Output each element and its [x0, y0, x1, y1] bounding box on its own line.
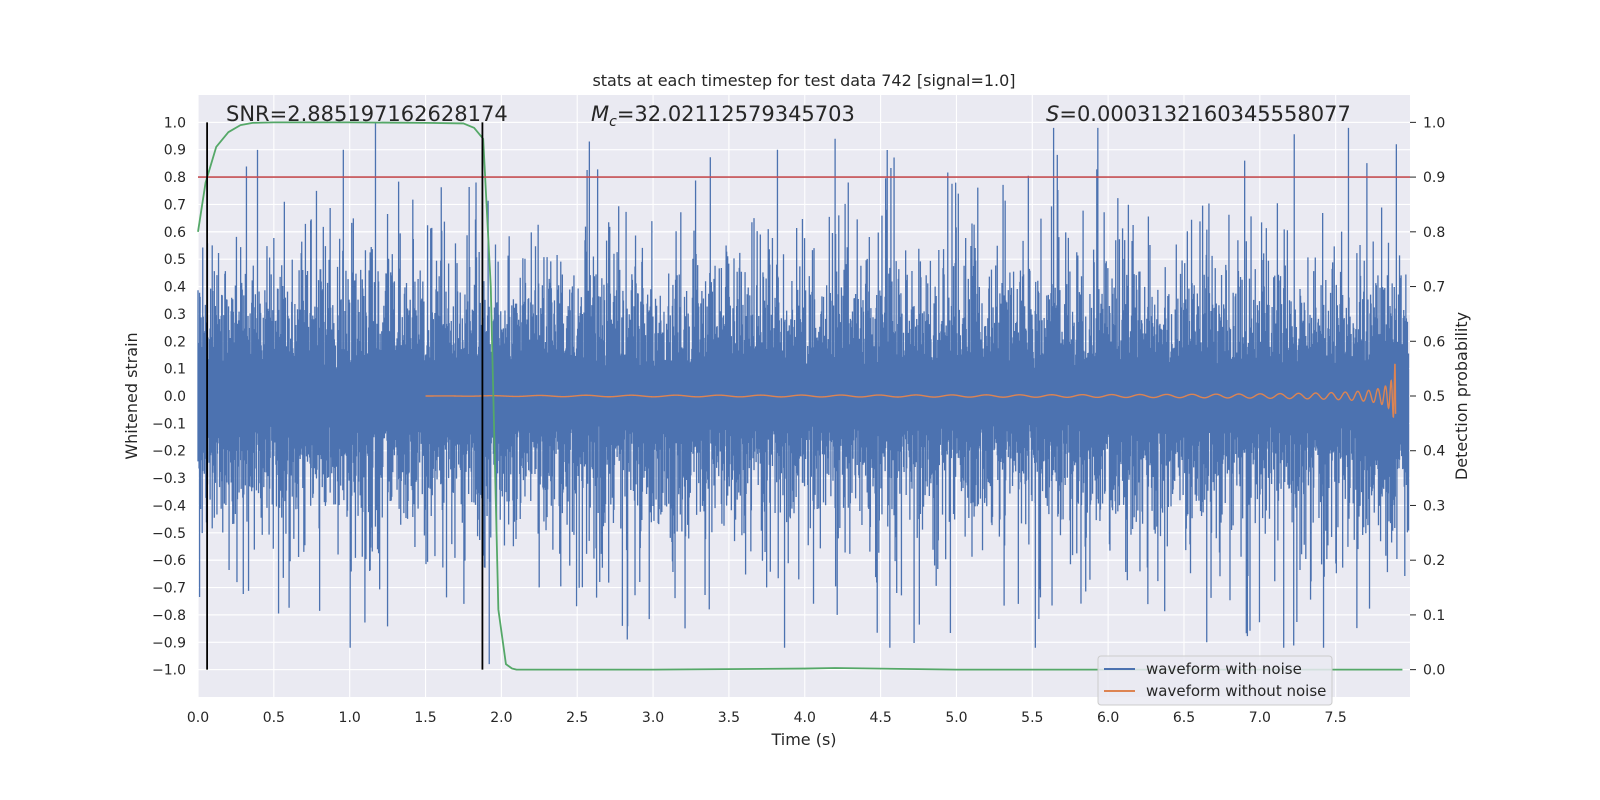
- y-left-tick-label: −0.5: [152, 526, 186, 542]
- y-left-tick-label: 0.3: [164, 307, 186, 323]
- chart-title: stats at each timestep for test data 742…: [592, 71, 1015, 90]
- x-tick-label: 2.5: [566, 710, 588, 726]
- y-right-tick-label: 0.3: [1423, 498, 1445, 514]
- chirp-mass-annotation: Mc=32.02112579345703: [591, 102, 855, 130]
- y-left-tick-label: −0.2: [152, 444, 186, 460]
- y-axis-label-right: Detection probability: [1452, 312, 1471, 480]
- x-tick-label: 0.0: [187, 710, 209, 726]
- overlay-lines: [198, 122, 1410, 670]
- chirp-trace: [425, 363, 1397, 419]
- y-left-tick-label: 0.9: [164, 143, 186, 159]
- y-left-tick-label: −0.8: [152, 608, 186, 624]
- x-tick-label: 1.5: [414, 710, 436, 726]
- probability-trace: [197, 121, 1403, 671]
- legend-box: [1097, 655, 1333, 706]
- y-left-tick-label: 0.1: [164, 362, 186, 378]
- y-left-tick-label: 0.5: [164, 252, 186, 268]
- y-right-tick-label: 0.6: [1423, 334, 1445, 350]
- x-tick-label: 6.0: [1097, 710, 1119, 726]
- x-tick-label: 0.5: [263, 710, 285, 726]
- x-tick-label: 6.5: [1173, 710, 1195, 726]
- x-tick-label: 7.5: [1325, 710, 1347, 726]
- x-tick-label: 7.0: [1249, 710, 1271, 726]
- y-left-tick-label: −1.0: [152, 663, 186, 679]
- y-left-tick-label: −0.3: [152, 471, 186, 487]
- x-tick-label: 3.5: [718, 710, 740, 726]
- x-tick-label: 4.0: [794, 710, 816, 726]
- y-left-tick-label: −0.1: [152, 416, 186, 432]
- y-right-tick-label: 0.7: [1423, 280, 1445, 296]
- x-tick-label: 2.0: [490, 710, 512, 726]
- legend-label-waveform-without-noise: waveform without noise: [1146, 682, 1326, 700]
- y-left-tick-label: 0.0: [164, 389, 186, 405]
- y-right-tick-label: 0.4: [1423, 444, 1445, 460]
- y-left-tick-label: −0.4: [152, 498, 186, 514]
- y-right-tick-label: 0.8: [1423, 225, 1445, 241]
- y-left-tick-label: 0.7: [164, 197, 186, 213]
- x-tick-label: 1.0: [339, 710, 361, 726]
- y-left-tick-label: −0.7: [152, 581, 186, 597]
- series-detection-probability: [197, 121, 1403, 671]
- y-left-tick-label: −0.9: [152, 635, 186, 651]
- x-tick-label: 4.5: [869, 710, 891, 726]
- y-right-tick-label: 0.2: [1423, 553, 1445, 569]
- y-right-tick-label: 0.9: [1423, 170, 1445, 186]
- y-axis-label-left: Whitened strain: [122, 332, 141, 459]
- y-left-tick-label: 0.4: [164, 280, 186, 296]
- y-left-tick-label: 0.2: [164, 334, 186, 350]
- y-right-tick-label: 1.0: [1423, 115, 1445, 131]
- series-waveform-without-noise: [425, 363, 1397, 419]
- y-left-tick-label: 0.6: [164, 225, 186, 241]
- y-left-tick-label: 1.0: [164, 115, 186, 131]
- snr-annotation: SNR=2.885197162628174: [226, 102, 508, 126]
- s-annotation: S=0.0003132160345558077: [1046, 102, 1351, 126]
- legend: waveform with noise waveform without noi…: [1097, 655, 1333, 706]
- axis-ticks: 0.0 0.5 1.0 1.5 2.0 2.5 3.0 3.5 4.0 4.5 5.0 5.5 6.0 6…: [152, 115, 1445, 726]
- y-left-tick-label: −0.6: [152, 553, 186, 569]
- y-right-tick-label: 0.0: [1423, 663, 1445, 679]
- y-right-tick-label: 0.5: [1423, 389, 1445, 405]
- legend-label-waveform-with-noise: waveform with noise: [1146, 660, 1302, 678]
- x-tick-label: 5.5: [1021, 710, 1043, 726]
- y-right-tick-label: 0.1: [1423, 608, 1445, 624]
- y-left-tick-label: 0.8: [164, 170, 186, 186]
- x-tick-label: 5.0: [945, 710, 967, 726]
- x-axis-label: Time (s): [770, 730, 836, 749]
- x-tick-label: 3.0: [642, 710, 664, 726]
